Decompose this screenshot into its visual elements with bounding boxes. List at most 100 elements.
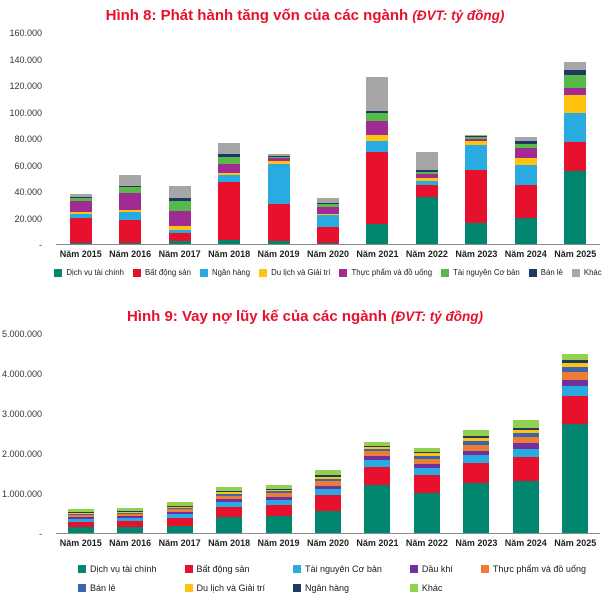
x-axis-label: Năm 2018	[208, 249, 251, 259]
legend-swatch	[409, 565, 418, 573]
legend-swatch	[528, 268, 537, 277]
chart-title-text: Hình 8: Phát hành tăng vốn của các ngành	[105, 7, 409, 24]
bar-segment	[512, 457, 539, 482]
bar-segment	[69, 200, 92, 213]
chart-hinh-9: Hình 9: Vay nợ lũy kế của các ngành (ĐVT…	[0, 301, 610, 593]
bar-segment	[364, 448, 391, 452]
bar-segment	[413, 451, 440, 454]
stacked-bar	[314, 334, 341, 533]
bar-segment	[562, 367, 589, 372]
legend-label: Du lịch và Giải trí	[271, 268, 331, 277]
bar-segment	[316, 203, 339, 205]
bar-segment	[564, 113, 587, 143]
bar-segment	[117, 527, 144, 533]
bar-segment	[562, 395, 589, 424]
y-tick-label: 2.000.000	[1, 449, 42, 459]
x-axis-label: Năm 2024	[504, 538, 547, 548]
bar-segment	[364, 446, 391, 449]
bar-segment	[67, 517, 94, 520]
bar-segment	[413, 468, 440, 476]
bar-segment	[67, 509, 94, 513]
chart-hinh-8: Hình 8: Phát hành tăng vốn của các ngành…	[0, 0, 610, 277]
bar-segment	[168, 211, 191, 226]
bar-segment	[69, 212, 92, 214]
legend-swatch	[184, 565, 193, 573]
stacked-bar	[166, 334, 193, 533]
y-tick-label: 3.000.000	[1, 409, 42, 419]
bar-segment	[562, 371, 589, 380]
legend-item: Ngân hàng	[199, 268, 250, 277]
legend-item: Bán lẻ	[528, 268, 563, 277]
bar-segment	[166, 514, 193, 518]
stacked-bar	[67, 334, 94, 533]
bar-segment	[267, 204, 290, 242]
bar-segment	[463, 444, 490, 451]
legend-item: Khác	[571, 268, 602, 277]
bar-segment	[465, 135, 488, 138]
x-axis-label: Năm 2015	[59, 249, 102, 259]
bar-segment	[415, 174, 438, 179]
bar-segment	[465, 134, 488, 136]
legend-item: Tài nguyên Cơ bản	[292, 564, 382, 574]
bar-segment	[166, 505, 193, 507]
bar-segment	[119, 186, 142, 188]
stacked-bar	[69, 33, 92, 244]
x-axis-label: Năm 2020	[306, 249, 349, 259]
bar-segment	[463, 438, 490, 442]
bar-segment	[465, 138, 488, 142]
bar-segment	[512, 448, 539, 458]
legend-label: Ngân hàng	[304, 583, 350, 593]
bar-segment	[267, 158, 290, 161]
bar-segment	[415, 184, 438, 197]
legend-swatch	[132, 268, 141, 277]
bar-segment	[314, 489, 341, 496]
bar-segment	[216, 487, 243, 492]
x-axis-label: Năm 2017	[158, 249, 201, 259]
plot-area	[56, 33, 600, 245]
stacked-bar	[463, 334, 490, 533]
legend-swatch	[54, 268, 63, 277]
bar-segment	[562, 359, 589, 364]
y-tick-label: 100.000	[9, 107, 42, 118]
chart-body: 160.000 140.000 120.000 100.000 80.000 60.000…	[0, 28, 610, 277]
x-axis-label: Năm 2025	[554, 538, 597, 548]
x-axis-labels: Năm 2015 Năm 2016 Năm 2017 Năm 2018 Năm 2019…	[56, 534, 600, 550]
bar-segment	[166, 502, 193, 506]
bar-segment	[415, 170, 438, 172]
bar-segment	[314, 478, 341, 482]
bar-segment	[119, 192, 142, 210]
x-axis-label: Năm 2021	[356, 249, 399, 259]
bar-segment	[514, 141, 537, 144]
bar-segment	[514, 147, 537, 159]
y-tick-label: 40.000	[14, 187, 42, 197]
bar-segment	[218, 240, 241, 244]
legend-swatch	[571, 268, 580, 277]
legend-swatch	[339, 268, 348, 277]
bar-segment	[366, 76, 389, 111]
bar-segment	[218, 182, 241, 241]
x-axis-label: Năm 2024	[504, 249, 547, 259]
legend-swatch	[409, 584, 418, 592]
y-tick-label: -	[39, 529, 42, 539]
bar-segment	[562, 353, 589, 360]
bar-segment	[316, 204, 339, 208]
bar-segment	[463, 450, 490, 456]
bar-segment	[366, 151, 389, 225]
legend-swatch	[199, 268, 208, 277]
legend-item: Bất động sản	[184, 564, 266, 574]
bar-segment	[265, 488, 292, 490]
x-axis-label: Năm 2023	[455, 538, 498, 548]
bar-segment	[314, 511, 341, 533]
bar-segment	[67, 512, 94, 514]
bar-segment	[413, 447, 440, 452]
x-axis-label: Năm 2022	[405, 538, 448, 548]
x-axis-label: Năm 2017	[158, 538, 201, 548]
bar-segment	[67, 522, 94, 528]
y-tick-label: 5.000.000	[1, 329, 42, 339]
bar-segment	[364, 445, 391, 447]
bar-segment	[364, 467, 391, 486]
bar-segment	[168, 197, 191, 201]
bar-segment	[564, 171, 587, 244]
stacked-bar	[415, 33, 438, 244]
bar-segment	[316, 215, 339, 227]
